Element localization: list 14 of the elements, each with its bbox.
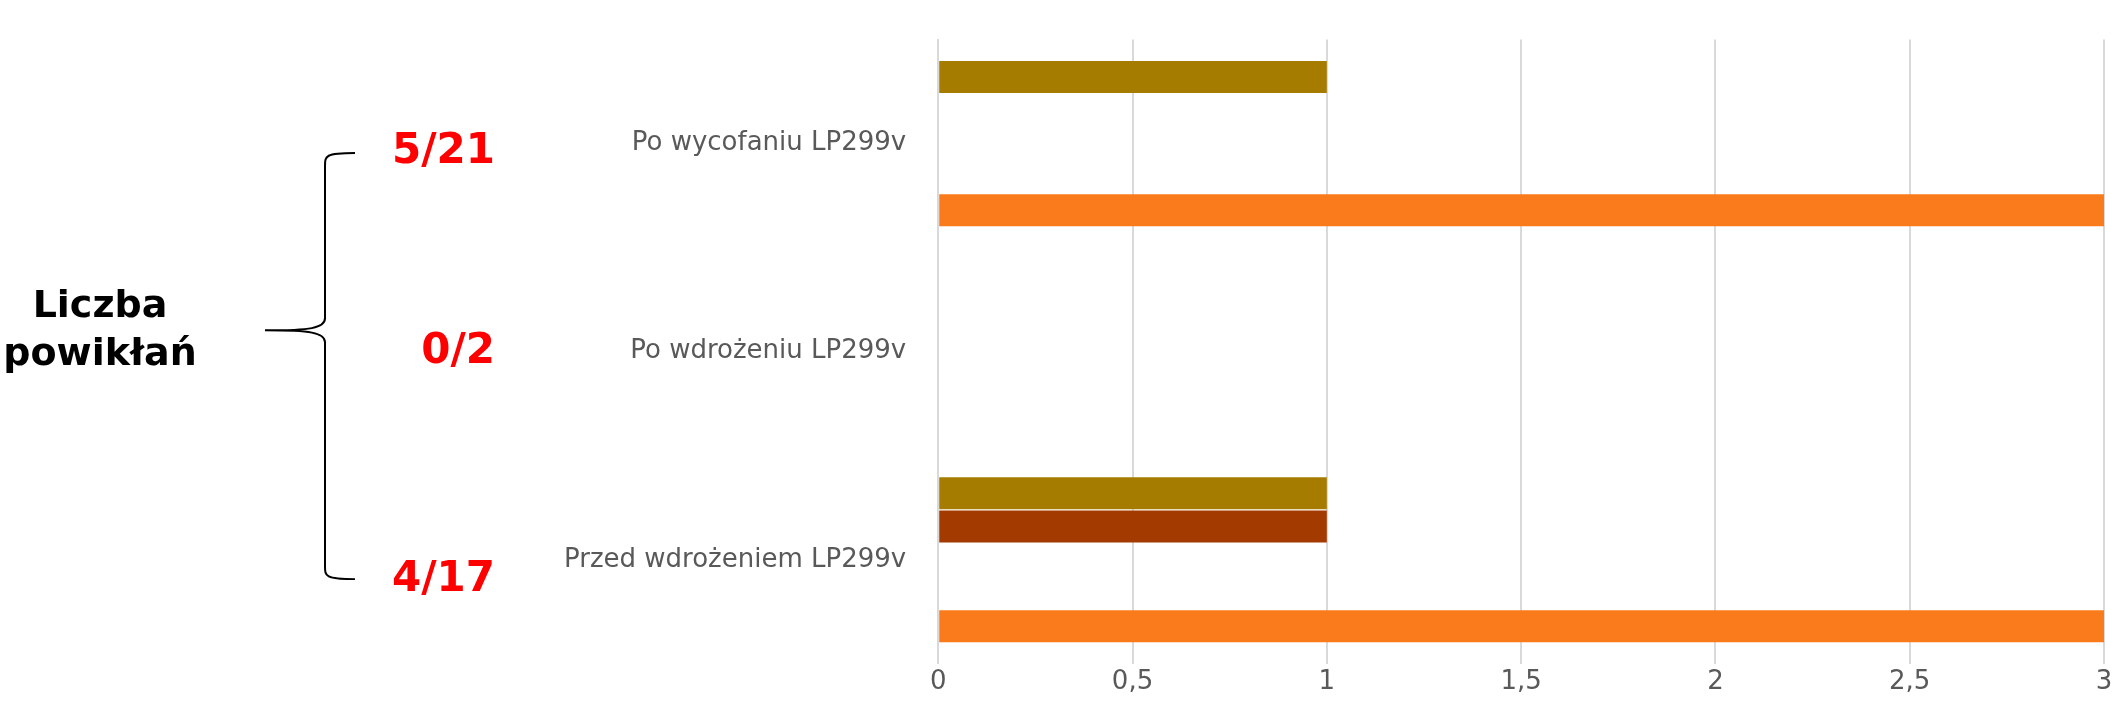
x-tick-label: 3 — [2095, 665, 2113, 696]
x-tick-label: 0,5 — [1111, 665, 1154, 696]
text: 0/2 — [420, 323, 495, 373]
text: 5/21 — [391, 123, 495, 173]
y-tick-label: Po wycofaniu LP299v — [631, 126, 907, 157]
x-tick-label: 1 — [1318, 665, 1336, 696]
y-tick-label: Przed wdrożeniem LP299v — [563, 542, 907, 573]
x-tick-label: 2 — [1707, 665, 1724, 696]
text: Liczba powikłań — [2, 281, 198, 376]
x-tick-label: 2,5 — [1889, 665, 1931, 696]
y-tick-label: Po wdrożeniu LP299v — [630, 334, 907, 365]
x-tick-label: 0 — [929, 665, 947, 696]
text: 4/17 — [391, 551, 495, 601]
x-tick-label: 1,5 — [1500, 665, 1542, 696]
